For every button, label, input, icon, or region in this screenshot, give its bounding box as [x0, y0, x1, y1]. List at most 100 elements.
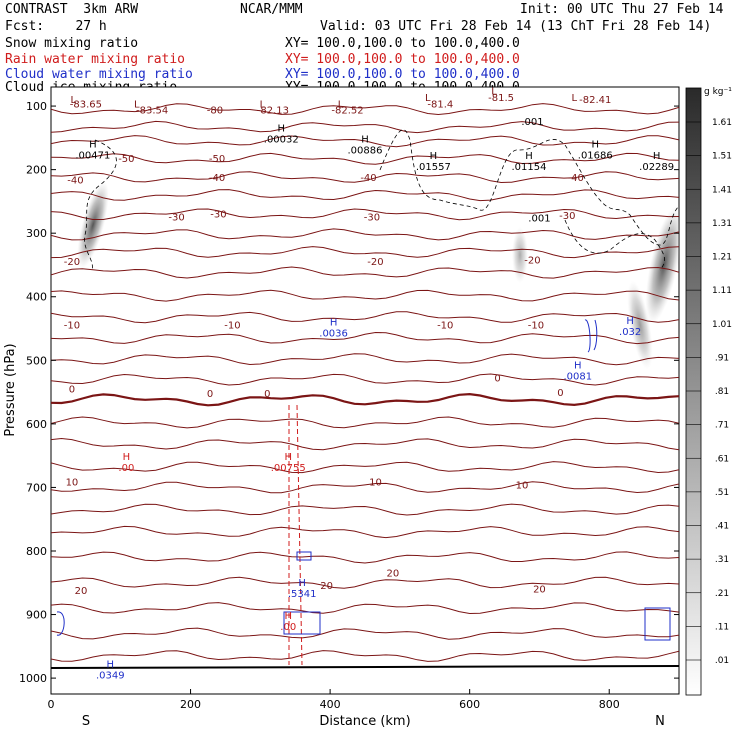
- init-time: Init: 00 UTC Thu 27 Feb 14: [520, 2, 724, 17]
- isotherm-line: [51, 437, 679, 451]
- contour-label: -50: [209, 154, 225, 165]
- colorbar-tick-label: .61: [715, 454, 729, 464]
- low-marker: L: [338, 99, 344, 110]
- y-tick-label: 100: [26, 100, 47, 113]
- high-marker: H: [89, 139, 97, 150]
- extremum-value: .00886: [348, 145, 383, 156]
- x-tick-label: 800: [599, 698, 620, 711]
- high-marker: H: [626, 316, 634, 327]
- contour-label: 10: [516, 481, 529, 492]
- extremum-value: .0081: [564, 372, 593, 383]
- y-tick-label: 700: [26, 481, 47, 494]
- cloud-water-contour-b: [283, 611, 321, 635]
- cloud-ice-contour-c: [564, 219, 665, 271]
- isotherm-line: [51, 135, 679, 148]
- colorbar-tick-label: .71: [715, 421, 729, 431]
- isotherm-line: [51, 650, 679, 662]
- isotherm-line: [51, 208, 679, 221]
- extremum-value: .00755: [271, 463, 306, 474]
- contour-label: 0: [69, 385, 75, 396]
- colorbar-tick-label: 1.51: [712, 152, 732, 162]
- high-marker: H: [330, 317, 338, 328]
- extremum-value: .00032: [264, 134, 299, 145]
- cloud-water-contour-d: [584, 319, 598, 353]
- contour-label: -10: [437, 321, 453, 332]
- colorbar-unit: g kg⁻¹: [704, 87, 732, 97]
- isotherm-line: [51, 525, 679, 539]
- x-tick-label: 0: [48, 698, 55, 711]
- contour-label: .001: [528, 214, 550, 225]
- contour-label: -20: [367, 257, 383, 268]
- contour-label: -82.13: [257, 106, 289, 117]
- colorbar-tick-label: 1.41: [712, 185, 732, 195]
- y-axis-title: Pressure (hPa): [3, 343, 18, 436]
- contour-label: -83.65: [70, 99, 102, 110]
- field-snow-xy: XY= 100.0,100.0 to 100.0,400.0: [285, 36, 520, 51]
- colorbar-tick-label: .31: [715, 555, 729, 565]
- contour-label: 10: [369, 478, 382, 489]
- snow-shade-mid: [512, 227, 528, 283]
- valid-time: Valid: 03 UTC Fri 28 Feb 14 (13 ChT Fri …: [320, 19, 712, 34]
- extremum-value: .0349: [96, 670, 125, 681]
- high-marker: H: [653, 151, 661, 162]
- isotherm-line: [51, 246, 679, 259]
- contour-label: -30: [364, 212, 380, 223]
- colorbar-tick-label: 1.01: [712, 320, 732, 330]
- plot-area: [50, 86, 680, 695]
- extremum-value: .01557: [416, 162, 451, 173]
- contour-label: -80: [207, 106, 223, 117]
- contour-label: -40: [568, 173, 584, 184]
- field-cloudwater-xy: XY= 100.0,100.0 to 100.0,400.0: [285, 67, 520, 82]
- contour-label: -20: [524, 256, 540, 267]
- contour-label: 10: [66, 478, 79, 489]
- extremum-value: .0036: [319, 328, 348, 339]
- colorbar-tick-label: .51: [715, 488, 729, 498]
- isotherm-line: [51, 461, 679, 474]
- contour-label: 20: [533, 584, 546, 595]
- rain-contour-column-b: [296, 404, 303, 666]
- isotherm-line: [51, 551, 679, 564]
- colorbar-tick-label: .41: [715, 522, 729, 532]
- contour-label: -40: [360, 173, 376, 184]
- low-marker: L: [134, 99, 140, 110]
- y-tick-label: 900: [26, 609, 47, 622]
- high-marker: H: [361, 134, 369, 145]
- high-marker: H: [107, 659, 115, 670]
- colorbar-tick-label: .01: [715, 656, 729, 666]
- isotherm-line: [51, 289, 679, 302]
- high-marker: H: [284, 452, 292, 463]
- colorbar-ticks: 1.61 1.51 1.41 1.31 1.21 1.11 1.01 .91 .81 .71 .61…: [686, 118, 732, 666]
- low-marker: L: [491, 87, 497, 98]
- contour-label: -10: [224, 321, 240, 332]
- isotherm-line: [51, 602, 679, 615]
- isotherm-line: [51, 189, 679, 202]
- high-marker: H: [278, 123, 286, 134]
- cloud-water-contour-a: [56, 611, 65, 636]
- colorbar-tick-label: .91: [715, 353, 729, 363]
- contour-label: -81.5: [488, 93, 514, 104]
- isotherm-line: [51, 576, 679, 589]
- x-axis-title: Distance (km): [319, 714, 410, 729]
- isotherm-line: [51, 416, 679, 429]
- y-tick-label: 400: [26, 291, 47, 304]
- isotherm-line: [51, 311, 679, 324]
- ground-line: [51, 665, 679, 669]
- isotherm-line: [51, 266, 679, 279]
- extremum-value: .02289: [639, 162, 674, 173]
- isotherm-line: [51, 627, 679, 640]
- high-marker: H: [298, 578, 306, 589]
- colorbar-tick-label: 1.11: [712, 286, 732, 296]
- center-label: NCAR/MMM: [240, 2, 303, 17]
- y-tick-label: 600: [26, 418, 47, 431]
- extremum-value: .01686: [578, 150, 613, 161]
- isotherm-layer: [51, 103, 679, 662]
- colorbar-tick-label: 1.31: [712, 219, 732, 229]
- contour-label: -30: [210, 209, 226, 220]
- forecast-hour: Fcst: 27 h: [5, 19, 107, 34]
- contour-label: -30: [559, 211, 575, 222]
- high-marker: H: [574, 361, 582, 372]
- extremum-value: .5341: [288, 589, 317, 600]
- extremum-value: .00471: [75, 150, 110, 161]
